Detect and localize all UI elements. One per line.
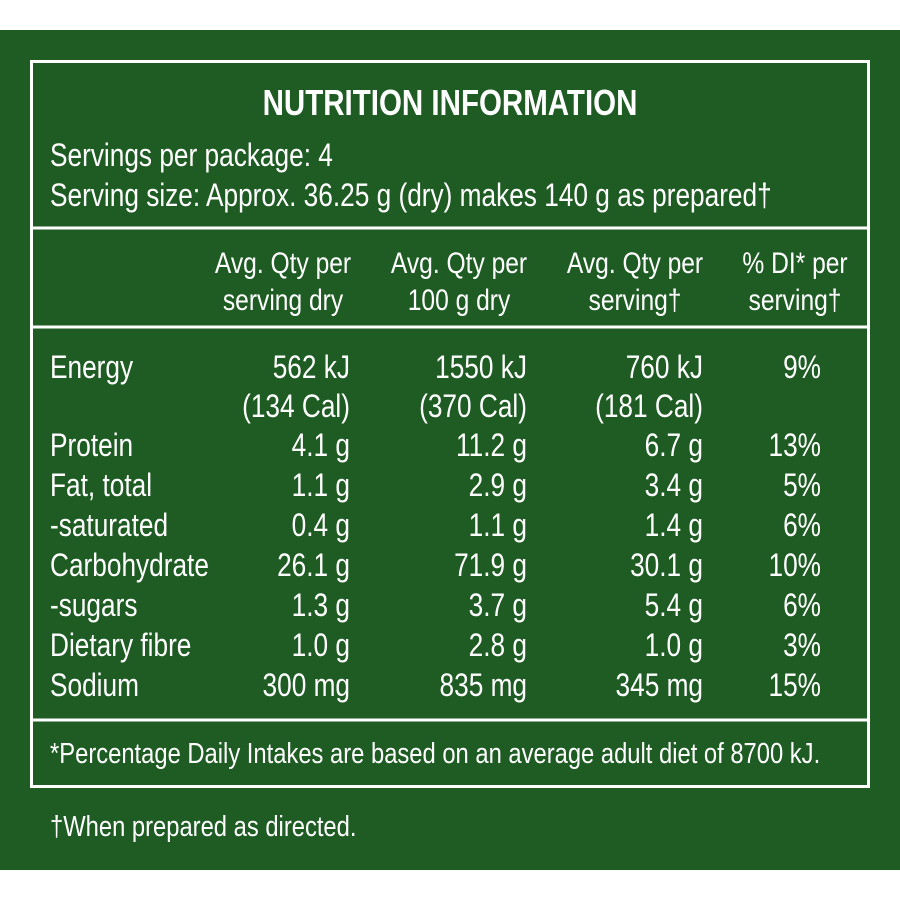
title: NUTRITION INFORMATION <box>263 82 638 122</box>
column-header: 100 g dry <box>408 283 511 317</box>
cell: 2.9 g <box>469 469 527 504</box>
cell: (134 Cal) <box>242 390 350 425</box>
nutrient-label: Fat, total <box>50 469 152 504</box>
background-panel <box>0 30 900 870</box>
nutrient-label: -sugars <box>50 589 137 624</box>
prepared-note: †When prepared as directed. <box>50 810 356 843</box>
cell: 562 kJ <box>273 351 350 386</box>
cell: 11.2 g <box>456 429 527 464</box>
cell: 0.4 g <box>292 509 350 544</box>
cell: 1.1 g <box>292 469 350 504</box>
cell: (370 Cal) <box>419 390 527 425</box>
di-note: *Percentage Daily Intakes are based on a… <box>50 737 820 770</box>
cell: 1.0 g <box>645 629 703 664</box>
nutrient-label: Sodium <box>50 669 139 704</box>
cell: 1.3 g <box>292 589 350 624</box>
column-header: Avg. Qty per <box>567 246 703 280</box>
column-header: serving† <box>589 283 682 317</box>
nutrient-label: Energy <box>50 351 133 386</box>
cell: 4.1 g <box>292 429 350 464</box>
cell: 5.4 g <box>645 589 703 624</box>
cell: 6% <box>783 509 821 544</box>
cell: 835 mg <box>440 669 527 704</box>
cell: 30.1 g <box>630 549 703 584</box>
column-header: % DI* per <box>742 246 847 280</box>
cell: (181 Cal) <box>595 390 703 425</box>
cell: 6.7 g <box>645 429 703 464</box>
cell: 13% <box>768 429 821 464</box>
cell: 5% <box>783 469 821 504</box>
cell: 3% <box>783 629 821 664</box>
cell: 71.9 g <box>454 549 527 584</box>
cell: 345 mg <box>616 669 703 704</box>
column-header: Avg. Qty per <box>215 246 351 280</box>
cell: 300 mg <box>263 669 350 704</box>
cell: 1.4 g <box>645 509 703 544</box>
text-layer: NUTRITION INFORMATION Servings per packag… <box>50 82 848 842</box>
serving-size: Serving size: Approx. 36.25 g (dry) make… <box>50 179 772 214</box>
nutrient-label: -saturated <box>50 509 168 544</box>
column-header: serving† <box>749 283 842 317</box>
cell: 26.1 g <box>277 549 350 584</box>
nutrient-label: Dietary fibre <box>50 629 191 664</box>
cell: 1550 kJ <box>435 351 527 386</box>
nutrient-label: Carbohydrate <box>50 549 209 584</box>
nutrient-label: Protein <box>50 429 133 464</box>
cell: 2.8 g <box>469 629 527 664</box>
servings-per-package: Servings per package: 4 <box>50 139 333 174</box>
cell: 6% <box>783 589 821 624</box>
cell: 9% <box>783 351 821 386</box>
column-header: Avg. Qty per <box>391 246 527 280</box>
cell: 3.4 g <box>645 469 703 504</box>
cell: 1.0 g <box>292 629 350 664</box>
cell: 1.1 g <box>469 509 527 544</box>
cell: 10% <box>768 549 821 584</box>
column-header: serving dry <box>223 283 344 317</box>
cell: 760 kJ <box>626 351 703 386</box>
table-border <box>30 60 870 788</box>
cell: 15% <box>768 669 821 704</box>
cell: 3.7 g <box>469 589 527 624</box>
